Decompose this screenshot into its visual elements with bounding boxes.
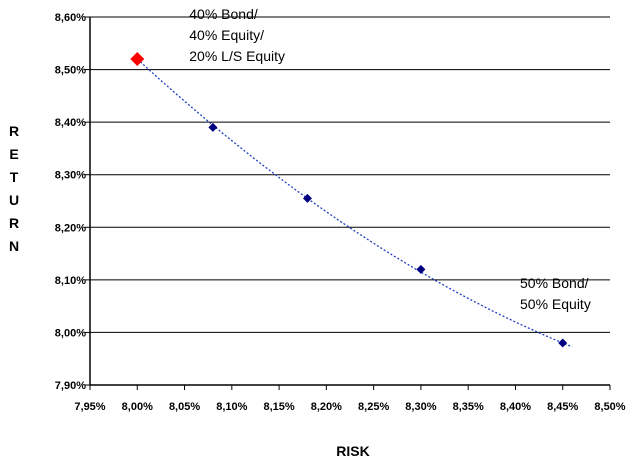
gridlines bbox=[85, 16, 610, 386]
annotation-line: 40% Equity/ bbox=[189, 27, 264, 43]
data-point bbox=[302, 193, 312, 203]
y-tick-label: 8,10% bbox=[55, 275, 86, 287]
x-tick-label: 8,40% bbox=[500, 401, 531, 413]
annotation-line: 20% L/S Equity bbox=[189, 48, 285, 64]
y-axis-label-letter: U bbox=[9, 192, 19, 208]
data-point bbox=[416, 264, 426, 274]
y-tick-label: 8,20% bbox=[55, 222, 86, 234]
data-points bbox=[130, 52, 568, 348]
y-tick-label: 8,30% bbox=[55, 170, 86, 182]
annotations: 40% Bond/40% Equity/20% L/S Equity 50% Bo… bbox=[189, 6, 591, 312]
y-axis-label-letter: T bbox=[10, 169, 19, 185]
highlighted-point bbox=[130, 52, 145, 67]
x-axis-label: RISK bbox=[336, 443, 369, 459]
y-axis-label-letter: E bbox=[9, 146, 18, 162]
annotation-line: 50% Bond/ bbox=[520, 275, 589, 291]
y-tick-label: 8,60% bbox=[55, 12, 86, 24]
x-tick-label: 8,05% bbox=[169, 401, 200, 413]
annotation-line: 50% Equity bbox=[520, 296, 591, 312]
x-tick-label: 8,50% bbox=[594, 401, 625, 413]
y-axis-label-letter: N bbox=[9, 238, 19, 254]
x-tick-label: 8,00% bbox=[122, 401, 153, 413]
trendline bbox=[136, 58, 573, 348]
y-axis-label-letter: R bbox=[9, 215, 19, 231]
x-tick-label: 8,15% bbox=[263, 401, 294, 413]
x-tick-labels: 7,95% 8,00% 8,05% 8,10% 8,15% 8,20% 8,25% 8,30%… bbox=[74, 385, 626, 413]
y-tick-label: 8,50% bbox=[55, 65, 86, 77]
data-point bbox=[208, 122, 218, 132]
x-tick-label: 8,25% bbox=[358, 401, 389, 413]
y-tick-labels: 7,90% 8,00% 8,10% 8,20% 8,30% 8,40% 8,50% 8,60% bbox=[55, 12, 86, 392]
y-axis-label-letter: R bbox=[9, 123, 19, 139]
data-point bbox=[558, 338, 568, 348]
y-tick-label: 7,90% bbox=[55, 380, 86, 392]
x-tick-label: 8,35% bbox=[453, 401, 484, 413]
axes bbox=[89, 17, 610, 386]
annotation-line: 40% Bond/ bbox=[189, 6, 258, 22]
y-tick-label: 8,00% bbox=[55, 327, 86, 339]
x-tick-label: 8,45% bbox=[547, 401, 578, 413]
y-tick-label: 8,40% bbox=[55, 117, 86, 129]
x-tick-label: 8,30% bbox=[405, 401, 436, 413]
x-tick-label: 7,95% bbox=[74, 401, 105, 413]
x-tick-label: 8,20% bbox=[311, 401, 342, 413]
x-tick-label: 8,10% bbox=[216, 401, 247, 413]
